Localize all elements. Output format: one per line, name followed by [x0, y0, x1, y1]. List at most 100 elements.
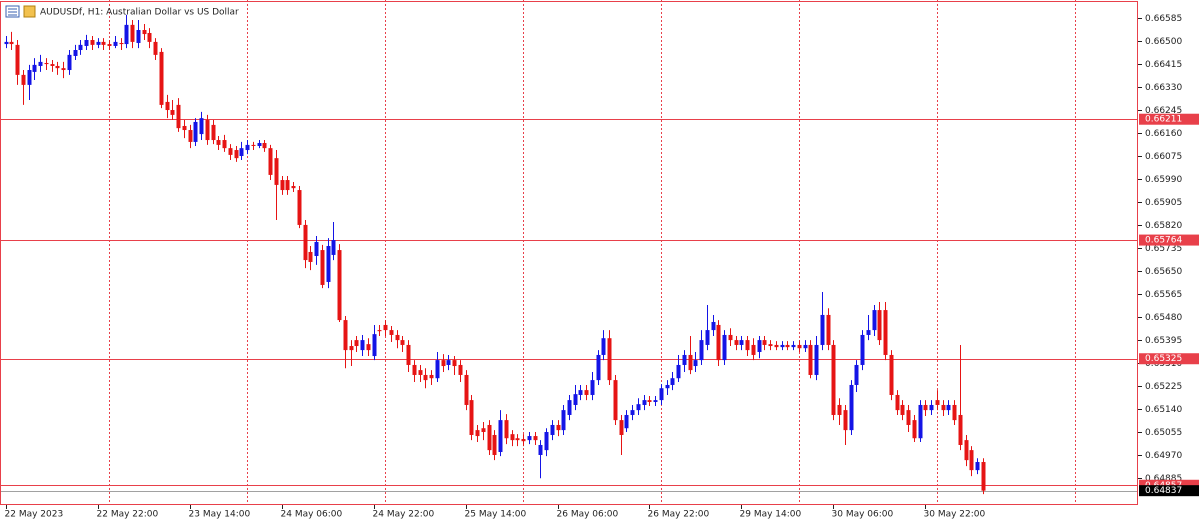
candle-body: [872, 310, 877, 331]
candle-body: [136, 30, 141, 43]
x-tick-label: 23 May 14:00: [189, 510, 251, 520]
candle-body: [923, 404, 928, 411]
candle-body: [107, 44, 112, 46]
candle-body: [27, 70, 32, 85]
y-tick-label: 0.65140: [1145, 405, 1182, 415]
y-tick-label: 0.65225: [1145, 382, 1182, 392]
candle-body: [377, 330, 382, 332]
x-tick-label: 24 May 06:00: [281, 510, 343, 520]
candle-body: [239, 148, 244, 156]
candle-body: [423, 374, 428, 381]
candle-body: [452, 360, 457, 367]
current-price-label: 0.64837: [1145, 486, 1182, 496]
x-tick-label: 30 May 06:00: [832, 510, 894, 520]
candles: [4, 14, 986, 495]
candle-body: [406, 344, 411, 365]
candle-body: [481, 428, 486, 433]
candle-body: [211, 124, 216, 141]
candle-body: [314, 241, 319, 257]
x-tick-label: 25 May 14:00: [465, 510, 527, 520]
candle-body: [843, 410, 848, 431]
candle-body: [837, 404, 842, 415]
candle-body: [900, 404, 905, 415]
candle-body: [228, 148, 233, 155]
y-tick-label: 0.65480: [1145, 313, 1182, 323]
candle-body: [946, 404, 951, 411]
candle-body: [515, 438, 520, 441]
candle-body: [556, 424, 561, 431]
candle-body: [808, 344, 813, 375]
candle-body: [613, 380, 618, 421]
candle-body: [188, 130, 193, 142]
candle-body: [159, 51, 164, 105]
candle-body: [688, 354, 693, 371]
candle-body: [860, 334, 865, 365]
candle-body: [262, 143, 267, 149]
x-tick-label: 29 May 14:00: [740, 510, 802, 520]
y-tick-label: 0.65820: [1145, 221, 1182, 231]
candle-body: [458, 364, 463, 375]
candle-body: [751, 344, 756, 355]
candle-body: [67, 54, 72, 71]
candle-body: [762, 340, 767, 345]
y-tick-label: 0.66075: [1145, 152, 1182, 162]
candle-body: [889, 354, 894, 395]
candle-body: [780, 344, 785, 348]
y-tick-label: 0.65990: [1145, 175, 1182, 185]
y-tick-label: 0.66160: [1145, 129, 1182, 139]
x-tick-label: 26 May 06:00: [557, 510, 619, 520]
candle-body: [544, 432, 549, 451]
candle-body: [676, 364, 681, 379]
candle-body: [61, 68, 66, 71]
candle-body: [849, 384, 854, 431]
candle-body: [854, 364, 859, 385]
candle-body: [383, 324, 388, 331]
candle-body: [354, 340, 359, 347]
candle-body: [958, 414, 963, 445]
candle-body: [464, 374, 469, 405]
candle-body: [699, 340, 704, 361]
candle-body: [797, 344, 802, 349]
candle-body: [716, 324, 721, 361]
candle-body: [527, 436, 532, 441]
y-tick-label: 0.65905: [1145, 198, 1182, 208]
candle-body: [268, 148, 273, 175]
candle-body: [142, 30, 147, 35]
candle-body: [101, 41, 106, 45]
candle-body: [90, 40, 95, 45]
candle-body: [682, 354, 687, 365]
candle-body: [153, 41, 158, 55]
y-tick-label: 0.66330: [1145, 83, 1182, 93]
candle-body: [935, 400, 940, 405]
candle-body: [78, 44, 83, 51]
candle-body: [785, 344, 790, 348]
candle-body: [550, 424, 555, 435]
grid: [0, 0, 1138, 505]
candle-body: [320, 250, 325, 285]
candle-body: [475, 430, 480, 437]
y-tick-label: 0.64885: [1145, 474, 1182, 484]
candle-body: [533, 436, 538, 441]
y-tick-label: 0.64970: [1145, 451, 1182, 461]
candle-body: [584, 390, 589, 395]
candle-body: [343, 320, 348, 351]
candle-body: [642, 400, 647, 405]
candle-body: [38, 61, 43, 66]
candle-body: [147, 32, 152, 42]
candle-body: [418, 370, 423, 375]
candle-body: [601, 338, 606, 355]
candle-body: [435, 360, 440, 379]
candle-body: [969, 450, 974, 471]
candle-body: [619, 420, 624, 435]
candle-body: [360, 340, 365, 351]
candle-body: [538, 444, 543, 455]
x-tick-label: 26 May 22:00: [648, 510, 710, 520]
candle-body: [653, 400, 658, 402]
level-box: [1139, 113, 1199, 125]
candle-body: [96, 41, 101, 45]
candle-body: [774, 344, 779, 348]
candle-body: [469, 400, 474, 435]
candle-body: [446, 360, 451, 365]
candle-body: [561, 410, 566, 431]
candle-body: [647, 400, 652, 402]
